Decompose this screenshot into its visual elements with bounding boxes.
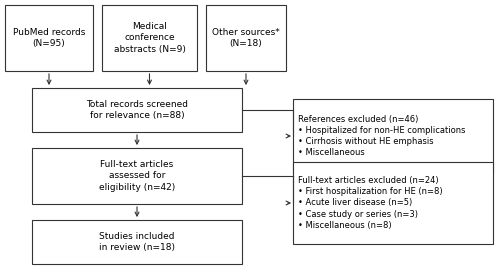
- Text: Full-text articles excluded (n=24)
• First hospitalization for HE (n=8)
• Acute : Full-text articles excluded (n=24) • Fir…: [298, 176, 442, 230]
- Text: PubMed records
(N=95): PubMed records (N=95): [13, 28, 85, 48]
- Text: Medical
conference
abstracts (N=9): Medical conference abstracts (N=9): [114, 22, 186, 54]
- FancyBboxPatch shape: [32, 148, 242, 204]
- Text: Other sources*
(N=18): Other sources* (N=18): [212, 28, 280, 48]
- FancyBboxPatch shape: [5, 5, 93, 71]
- FancyBboxPatch shape: [206, 5, 286, 71]
- FancyBboxPatch shape: [32, 220, 242, 264]
- Text: References excluded (n=46)
• Hospitalized for non-HE complications
• Cirrhosis w: References excluded (n=46) • Hospitalize…: [298, 115, 466, 157]
- Text: Total records screened
for relevance (n=88): Total records screened for relevance (n=…: [86, 100, 188, 120]
- FancyBboxPatch shape: [102, 5, 197, 71]
- FancyBboxPatch shape: [293, 162, 493, 244]
- Text: Studies included
in review (n=18): Studies included in review (n=18): [99, 232, 175, 252]
- FancyBboxPatch shape: [32, 88, 242, 132]
- Text: Full-text articles
assessed for
eligibility (n=42): Full-text articles assessed for eligibil…: [99, 160, 175, 191]
- FancyBboxPatch shape: [293, 99, 493, 173]
